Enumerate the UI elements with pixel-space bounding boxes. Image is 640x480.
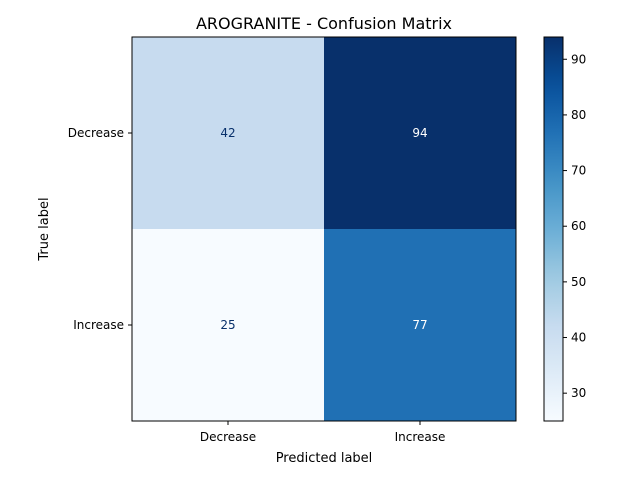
y-tick-label: Decrease (68, 126, 124, 140)
heatmap-cell (132, 37, 324, 229)
plot-frame (131, 36, 517, 422)
y-axis-ticks: Decrease Increase (68, 126, 132, 332)
cell-value-label: 77 (412, 318, 427, 332)
x-axis-label: Predicted label (276, 451, 373, 466)
x-tick-label: Decrease (200, 430, 256, 444)
y-axis-label: True label (37, 197, 52, 261)
colorbar-ticks: 30 40 50 60 70 80 90 (563, 52, 586, 400)
colorbar-tick-label: 50 (571, 275, 586, 289)
heatmap-cell (324, 229, 516, 421)
heatmap-cell (132, 229, 324, 421)
cell-value-label: 25 (220, 318, 235, 332)
heatmap-cell (324, 37, 516, 229)
x-axis-ticks: Decrease Increase (200, 421, 446, 444)
colorbar-frame (543, 36, 564, 422)
colorbar-tick-label: 30 (571, 386, 586, 400)
cell-value-labels: 42 94 25 77 (220, 126, 427, 332)
colorbar-tick-label: 80 (571, 108, 586, 122)
cell-value-label: 42 (220, 126, 235, 140)
cell-value-label: 94 (412, 126, 427, 140)
chart-title: AROGRANITE - Confusion Matrix (196, 14, 452, 33)
colorbar (544, 37, 563, 421)
x-tick-label: Increase (395, 430, 446, 444)
colorbar-tick-label: 60 (571, 219, 586, 233)
colorbar-tick-label: 90 (571, 52, 586, 66)
colorbar-tick-label: 70 (571, 164, 586, 178)
colorbar-tick-label: 40 (571, 331, 586, 345)
y-tick-label: Increase (73, 318, 124, 332)
heatmap-cells (132, 37, 516, 421)
